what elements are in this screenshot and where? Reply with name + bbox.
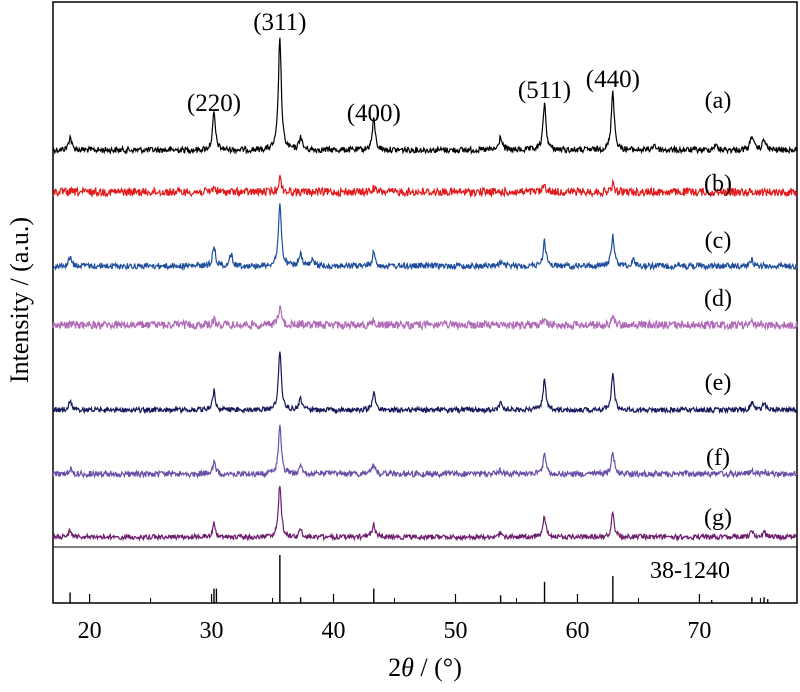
x-tick-label: 20	[78, 618, 102, 644]
reference-label: 38-1240	[650, 558, 730, 584]
peak-label: (440)	[586, 66, 640, 93]
peak-label: (220)	[187, 90, 241, 117]
peak-label: (511)	[518, 77, 571, 104]
x-tick-label: 70	[687, 618, 711, 644]
x-tick-label: 30	[200, 618, 224, 644]
series-label-d: (d)	[704, 286, 732, 312]
series-line-e	[52, 351, 798, 415]
series-line-a	[52, 37, 798, 155]
series-line-g	[52, 485, 798, 542]
x-axis-label: 2θ / (°)	[388, 653, 462, 682]
series-label-c: (c)	[705, 228, 732, 254]
x-axis-label-rest: / (°)	[414, 653, 462, 682]
series-line-f	[52, 424, 798, 479]
series-line-c	[52, 203, 798, 272]
plot-frame	[52, 1, 798, 604]
series-label-e: (e)	[705, 370, 732, 396]
series-label-a: (a)	[705, 88, 732, 114]
y-axis-label: Intensity / (a.u.)	[5, 217, 34, 383]
x-tick-label: 50	[443, 618, 467, 644]
series-label-g: (g)	[704, 505, 732, 531]
x-tick-label: 40	[322, 618, 346, 644]
x-axis-ticks: 20 30 40 50 60 70	[78, 594, 761, 644]
x-axis-label-theta: θ	[401, 653, 414, 682]
series-line-b	[52, 174, 798, 199]
label-layer: (a) (b) (c) (d) (e) (f) (g) (220) (311) (400) (511…	[187, 9, 732, 531]
x-axis-label-main: 2	[388, 653, 401, 682]
x-tick-label: 60	[565, 618, 589, 644]
series-label-f: (f)	[706, 445, 730, 471]
peak-label: (311)	[253, 9, 306, 36]
series-line-d	[52, 305, 798, 331]
peak-label: (400)	[347, 100, 401, 127]
series-label-b: (b)	[704, 171, 732, 197]
series-layer	[52, 37, 798, 542]
reference-layer	[69, 555, 769, 603]
